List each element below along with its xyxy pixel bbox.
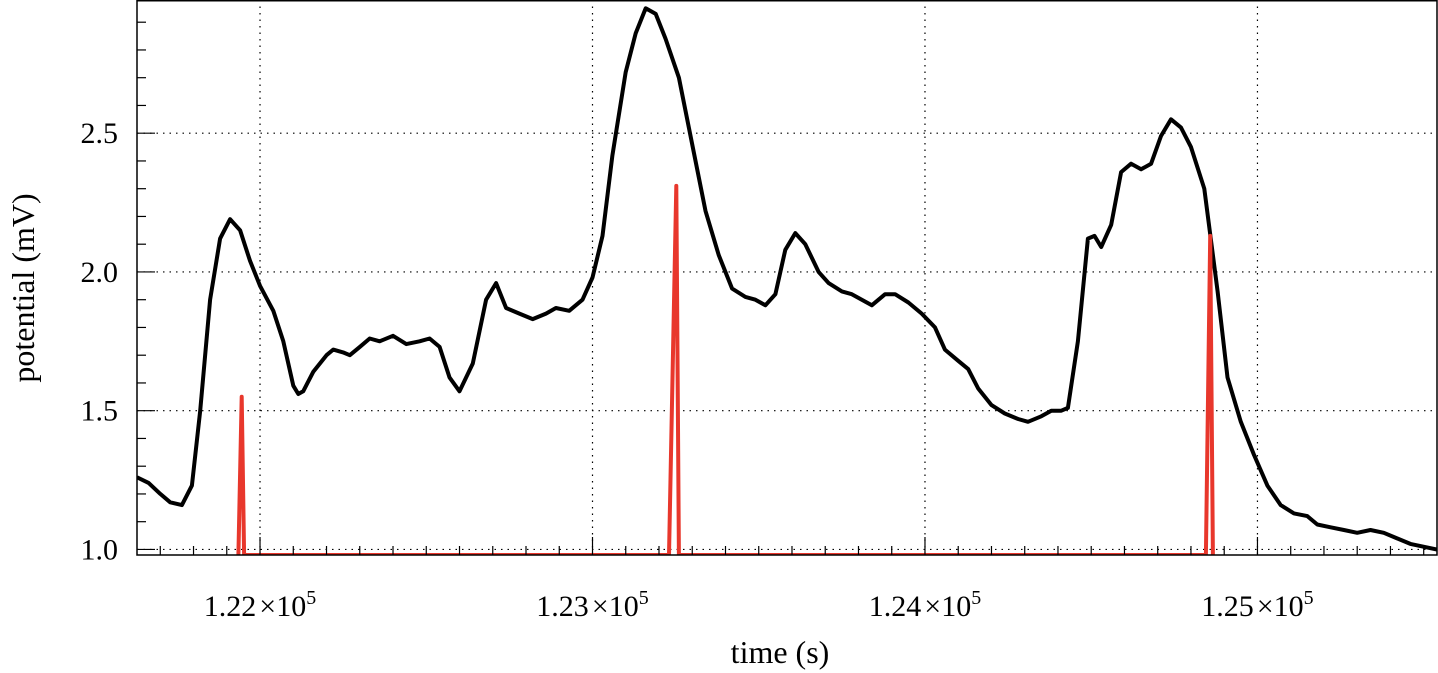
ticks	[137, 21, 1425, 555]
x-tick-label-2: 1.24 ×105	[869, 587, 981, 623]
grid-lines	[137, 0, 1437, 555]
series-line-0	[137, 6, 1437, 552]
y-tick-label-2: 2.0	[81, 256, 119, 289]
series-line-1	[236, 183, 1215, 555]
y-tick-label-1: 1.5	[81, 395, 119, 428]
y-axis-title: potential (mV)	[5, 193, 41, 382]
y-tick-label-3: 2.5	[81, 117, 119, 150]
x-axis-title: time (s)	[731, 634, 830, 670]
x-tick-label-0: 1.22 ×105	[204, 587, 316, 623]
x-tick-label-3: 1.25 ×105	[1201, 587, 1313, 623]
tick-labels: 1.22 ×105 1.23 ×105 1.24 ×105 1.25 ×105 1.0 1.5 2.…	[81, 117, 1314, 623]
plot-frame	[136, 0, 1438, 556]
y-tick-label-0: 1.0	[81, 533, 119, 566]
series-layer	[137, 6, 1437, 555]
x-tick-label-1: 1.23 ×105	[536, 587, 648, 623]
